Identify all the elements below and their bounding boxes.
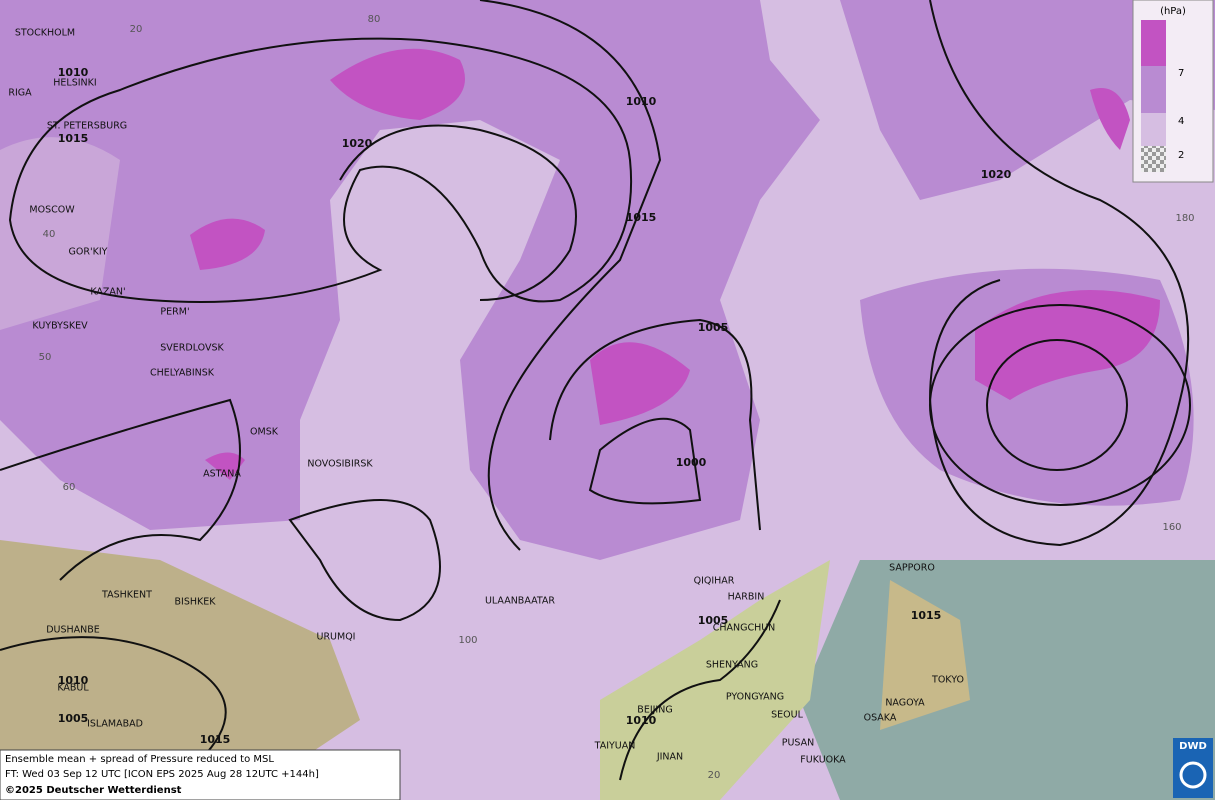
footer-line: Ensemble mean + spread of Pressure reduc… [5,754,274,765]
city-label: DUSHANBE [46,625,100,636]
legend-unit: (hPa) [1160,6,1186,17]
city-label: SHENYANG [706,660,758,671]
city-label: KAZAN' [90,287,125,298]
labels: STOCKHOLM HELSINKI RIGA ST. PETERSBURG MOSCO… [8,14,1194,781]
spread-high [190,48,1160,480]
city-label: OMSK [250,427,279,438]
isobars [0,0,1191,781]
graticule-label: 20 [708,770,721,781]
footer-line: ©2025 Deutscher Wetterdienst [5,785,182,796]
graticule-label: 180 [1175,213,1194,224]
footer-line: FT: Wed 03 Sep 12 UTC [ICON EPS 2025 Aug… [5,769,319,780]
isobar-label: 1020 [981,168,1012,181]
legend: (hPa) 7 4 2 [1132,0,1214,183]
legend-swatch [1141,66,1166,113]
isobar-label: 1010 [58,674,89,687]
isobar-label: 1015 [911,609,942,622]
city-label: BEIJING [637,705,672,716]
legend-swatch [1141,146,1166,172]
city-label: SAPPORO [889,563,935,574]
isobar-label: 1005 [698,614,729,627]
isobar-label: 1010 [626,95,657,108]
isobar-label: 1005 [58,712,89,725]
city-label: SVERDLOVSK [160,343,224,354]
legend-level: 2 [1178,150,1184,161]
city-label: ULAANBAATAR [485,596,555,607]
city-label: HARBIN [728,592,765,603]
city-label: CHELYABINSK [150,368,215,379]
graticule-label: 40 [43,229,56,240]
isobar-label: 1015 [626,211,657,224]
terrain [880,580,970,730]
legend-level: 7 [1178,68,1184,79]
city-label: TOKYO [931,675,964,686]
spread-medium [0,0,1215,560]
city-label: OSAKA [864,713,897,724]
city-label: ST. PETERSBURG [47,121,127,132]
city-label: FUKUOKA [800,755,846,766]
sea [800,560,1215,800]
legend-swatch [1141,20,1166,66]
city-label: KABUL [57,683,89,694]
city-label: SEOUL [771,710,803,721]
footer-box [0,749,401,800]
city-label: GOR'KIY [69,247,108,258]
isobar-label: 1000 [676,456,707,469]
isobar-label: 1020 [342,137,373,150]
city-label: QIQIHAR [694,576,735,587]
graticule-label: 50 [39,352,52,363]
graticule-label: 80 [368,14,381,25]
city-label: HELSINKI [53,78,96,89]
isobar-label: 1015 [200,733,231,746]
city-label: RIGA [8,88,32,99]
city-label: PUSAN [782,738,815,749]
city-label: TASHKENT [101,590,152,601]
city-label: PERM' [160,307,189,318]
graticule-label: 20 [130,24,143,35]
city-label: STOCKHOLM [15,28,75,39]
city-label: BISHKEK [175,597,217,608]
city-label: URUMQI [317,632,356,643]
city-label: TAIYUAN [594,741,636,752]
city-label: NOVOSIBIRSK [307,459,373,470]
city-label: ISLAMABAD [87,719,143,730]
city-label: KUYBYSKEV [32,321,88,332]
city-label: NAGOYA [885,698,925,709]
city-label: MOSCOW [29,205,75,216]
legend-level: 4 [1178,116,1184,127]
graticule-label: 100 [458,635,477,646]
logo: DWD [1173,738,1213,798]
city-label: ASTANA [203,469,241,480]
graticule-label: 60 [63,482,76,493]
city-label: JINAN [656,752,683,763]
isobar-label: 1010 [58,66,89,79]
logo-icon [1179,761,1207,789]
legend-swatch [1141,113,1166,146]
logo-text: DWD [1179,741,1207,752]
city-label: CHANGCHUN [713,623,776,634]
graticule-label: 160 [1162,522,1181,533]
city-label: PYONGYANG [726,692,784,703]
isobar-label: 1015 [58,132,89,145]
footer: Ensemble mean + spread of Pressure reduc… [0,749,401,800]
isobar-label: 1010 [626,714,657,727]
terrain [0,540,360,800]
isobar-label: 1005 [698,321,729,334]
